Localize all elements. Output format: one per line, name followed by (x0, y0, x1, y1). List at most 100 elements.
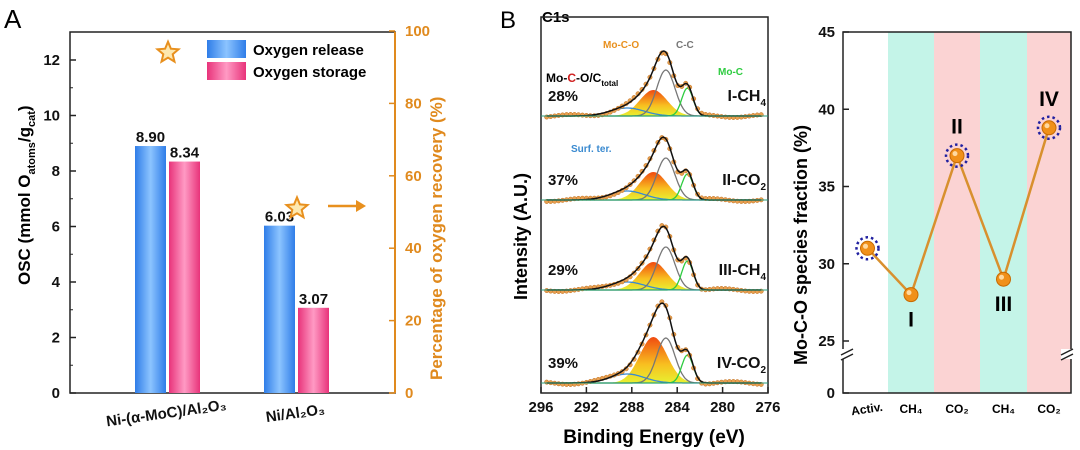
peak-moco-fill (546, 172, 762, 200)
axis-break-mark (840, 353, 854, 361)
y2-tick-label-a: 60 (405, 168, 422, 185)
bar-value-label: 6.03 (265, 209, 294, 226)
spectrum-label: II-CO2 (722, 172, 766, 193)
fraction-point (860, 240, 875, 256)
axis-break-gap (841, 349, 853, 359)
fraction-point (996, 271, 1011, 287)
legend-label-release: Oxygen release (253, 42, 364, 59)
x-category-label: Ni-(α-MoC)/Al₂O₃ (105, 397, 227, 431)
x-tick-label-b: 276 (755, 399, 780, 416)
y-tick-label-a: 12 (43, 52, 60, 69)
condition-band (1027, 32, 1071, 393)
condition-band (980, 32, 1027, 393)
point-highlight (1044, 123, 1050, 129)
x-category-label-c: CO₂ (1037, 402, 1060, 416)
peak-moco-fill (546, 90, 762, 116)
y-axis-title-c: Mo-C-O species fraction (%) (791, 125, 811, 365)
y-tick-label-c: 0 (827, 385, 835, 402)
condition-band (888, 32, 934, 393)
y-axis-title-a: OSC (mmol Oatoms/gcat) (15, 105, 38, 285)
fraction-label: 39% (548, 355, 578, 372)
point-label: III (995, 293, 1013, 316)
x-tick-label-b: 296 (528, 399, 553, 416)
y2-tick-label-a: 80 (405, 95, 422, 112)
axis-break-mark (1060, 348, 1074, 356)
bar-value-label: 8.34 (170, 145, 200, 162)
arrow-head (356, 200, 366, 212)
x-tick-label-b: 280 (710, 399, 735, 416)
y-tick-label-c: 30 (818, 256, 835, 273)
y-tick-label-c: 45 (818, 24, 835, 41)
highlight-ring (1036, 115, 1062, 141)
fraction-label: 29% (548, 262, 578, 279)
plot-frame-b (540, 16, 769, 394)
y-tick-label-a: 6 (52, 219, 60, 236)
x-category-label-c: Activ. (850, 400, 883, 418)
plot-frame-c (842, 31, 1072, 394)
axis-break-mark (1060, 353, 1074, 361)
bar-storage (169, 161, 200, 393)
highlight-ring (855, 236, 880, 261)
y-tick-label-c: 25 (818, 333, 835, 350)
y2-tick-label-a: 20 (405, 313, 422, 330)
condition-band (843, 32, 888, 393)
y-tick-label-a: 2 (52, 330, 60, 347)
point-label: II (951, 116, 963, 139)
x-tick-label-b: 288 (619, 399, 644, 416)
x-category-label-c: CO₂ (945, 402, 968, 416)
recovery-star-icon (283, 194, 311, 220)
y2-tick-label-a: 100 (405, 23, 430, 40)
legend-label-storage: Oxygen storage (253, 64, 366, 81)
peak-moco-fill (546, 262, 762, 290)
y2-axis-title-a: Percentage of oxygen recovery (%) (427, 97, 446, 380)
point-highlight (906, 290, 912, 296)
y-tick-label-a: 4 (52, 274, 61, 291)
y-tick-label-a: 10 (43, 108, 60, 125)
y-tick-label-c: 35 (818, 179, 835, 196)
y-tick-label-a: 8 (52, 163, 60, 180)
recovery-star-icon (154, 39, 182, 64)
point-highlight (999, 274, 1004, 280)
fraction-point (1041, 120, 1057, 136)
panel-a-bar-chart: Oxygen release Oxygen storage OSC (mmol … (15, 23, 446, 430)
panel-c-fraction: Mo-C-O species fraction (%) 0 25 30 35 40 45 A… (791, 24, 1074, 418)
x-category-label-c: CH₄ (992, 402, 1015, 416)
annot-moco: Mo-C-O (603, 40, 639, 51)
y2-tick-label-a: 0 (405, 385, 413, 402)
point-label: I (908, 309, 914, 332)
x-category-label: Ni/Al₂O₃ (265, 401, 326, 426)
x-tick-label-b: 284 (665, 399, 691, 416)
annot-moc: Mo-C (718, 67, 743, 78)
point-label: IV (1039, 88, 1059, 111)
spectrum-label: I-CH4 (728, 88, 767, 109)
panel-b-xps: Intensity (A.U.) Binding Energy (eV) Mo-… (511, 16, 781, 448)
annot-cc: C-C (676, 40, 694, 51)
point-highlight (863, 243, 868, 249)
legend-swatch-release (207, 40, 246, 58)
plot-frame-a (69, 31, 396, 394)
spectrum-label: III-CH4 (719, 262, 767, 283)
y-tick-label-a: 0 (52, 385, 60, 402)
annot-ratio: Mo-C-O/Ctotal (546, 71, 618, 88)
x-tick-label-b: 292 (574, 399, 599, 416)
spectrum-label: IV-CO2 (717, 355, 767, 376)
fraction-point (949, 148, 965, 164)
panel-label-b: B (500, 7, 516, 34)
bar-value-label: 3.07 (299, 291, 328, 308)
y2-tick-label-a: 40 (405, 240, 422, 257)
point-highlight (952, 151, 958, 157)
fraction-point (903, 287, 919, 303)
bar-value-label: 8.90 (136, 129, 165, 146)
y-axis-title-b: Intensity (A.U.) (511, 173, 531, 300)
peak-moco-fill (546, 337, 762, 383)
condition-band (934, 32, 980, 393)
y-tick-label-c: 40 (818, 101, 835, 118)
legend-swatch-storage (207, 62, 246, 80)
x-category-label-c: CH₄ (899, 402, 922, 416)
fraction-label: 28% (548, 88, 578, 105)
annot-surf: Surf. ter. (571, 144, 612, 155)
fraction-label: 37% (548, 172, 578, 189)
axis-break-gap (1061, 349, 1073, 359)
highlight-ring (944, 143, 970, 168)
